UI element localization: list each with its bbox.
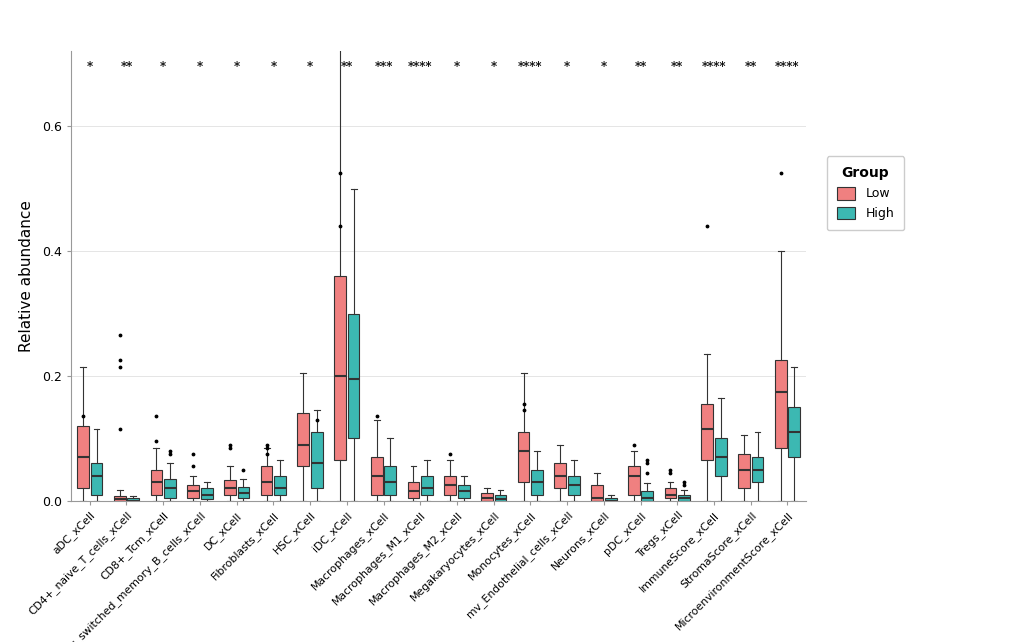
PathPatch shape xyxy=(114,496,125,501)
PathPatch shape xyxy=(774,360,786,447)
PathPatch shape xyxy=(164,479,175,498)
Text: **: ** xyxy=(744,61,756,74)
Text: *: * xyxy=(564,61,570,74)
Text: **: ** xyxy=(634,61,646,74)
PathPatch shape xyxy=(298,413,309,467)
PathPatch shape xyxy=(701,404,712,460)
Text: *: * xyxy=(87,61,93,74)
PathPatch shape xyxy=(568,476,579,494)
PathPatch shape xyxy=(494,494,505,501)
PathPatch shape xyxy=(127,498,139,501)
PathPatch shape xyxy=(531,469,542,494)
Legend: Low, High: Low, High xyxy=(826,157,904,230)
Text: ****: **** xyxy=(408,61,432,74)
Text: *: * xyxy=(270,61,276,74)
PathPatch shape xyxy=(334,276,345,460)
PathPatch shape xyxy=(751,457,762,482)
PathPatch shape xyxy=(458,485,469,498)
PathPatch shape xyxy=(274,476,285,494)
PathPatch shape xyxy=(371,457,382,494)
PathPatch shape xyxy=(788,407,799,457)
Text: *: * xyxy=(307,61,313,74)
PathPatch shape xyxy=(481,493,492,501)
Text: *: * xyxy=(453,61,460,74)
PathPatch shape xyxy=(91,464,102,494)
Text: ****: **** xyxy=(774,61,799,74)
PathPatch shape xyxy=(261,467,272,494)
Text: ****: **** xyxy=(701,61,726,74)
Text: ****: **** xyxy=(518,61,542,74)
PathPatch shape xyxy=(77,426,89,489)
Text: **: ** xyxy=(120,61,132,74)
PathPatch shape xyxy=(604,498,615,501)
PathPatch shape xyxy=(187,485,199,498)
PathPatch shape xyxy=(641,491,652,501)
PathPatch shape xyxy=(738,454,749,489)
Text: ***: *** xyxy=(374,61,392,74)
PathPatch shape xyxy=(384,467,395,494)
PathPatch shape xyxy=(201,489,212,499)
PathPatch shape xyxy=(591,485,602,501)
Text: *: * xyxy=(160,61,166,74)
PathPatch shape xyxy=(628,467,639,494)
PathPatch shape xyxy=(237,487,249,498)
PathPatch shape xyxy=(224,480,235,494)
PathPatch shape xyxy=(408,482,419,498)
Text: *: * xyxy=(490,61,496,74)
PathPatch shape xyxy=(714,438,726,476)
PathPatch shape xyxy=(151,469,162,494)
PathPatch shape xyxy=(518,432,529,482)
Text: *: * xyxy=(233,61,239,74)
Text: *: * xyxy=(197,61,203,74)
PathPatch shape xyxy=(347,313,359,438)
Text: *: * xyxy=(600,61,606,74)
PathPatch shape xyxy=(554,464,566,489)
PathPatch shape xyxy=(678,494,689,501)
PathPatch shape xyxy=(664,489,676,498)
Text: **: ** xyxy=(671,61,683,74)
Y-axis label: Relative abundance: Relative abundance xyxy=(19,200,34,352)
PathPatch shape xyxy=(311,432,322,489)
PathPatch shape xyxy=(444,476,455,494)
Text: **: ** xyxy=(340,61,353,74)
PathPatch shape xyxy=(421,476,432,494)
